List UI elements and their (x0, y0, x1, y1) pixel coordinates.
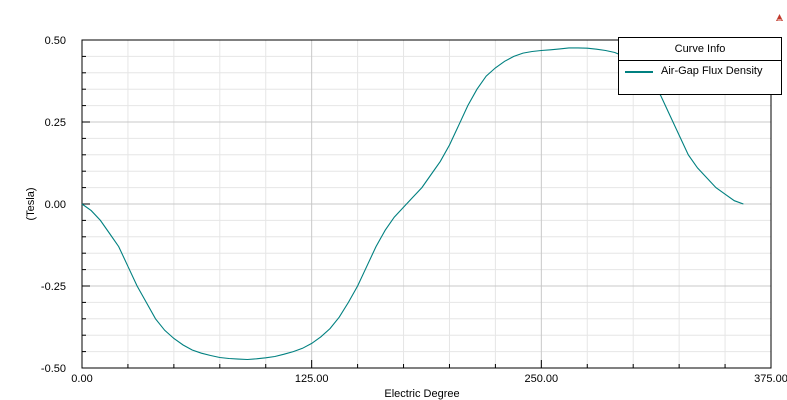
x-axis-title: Electric Degree (384, 388, 459, 400)
legend-title: Curve Info (674, 43, 726, 55)
y-tick-label: -0.50 (41, 363, 66, 375)
legend-divider (619, 60, 781, 61)
legend-entry-label: Air-Gap Flux Density (661, 65, 763, 77)
legend-box[interactable]: Curve Info Air-Gap Flux Density (618, 37, 782, 95)
report-icon[interactable] (775, 13, 784, 22)
tick-labels: 0.00 125.00 250.00 375.00 0.50 0.25 0.00 -0.25 -… (41, 35, 787, 385)
x-tick-label: 375.00 (754, 373, 787, 385)
y-axis-title: (Tesla) (25, 187, 37, 220)
x-tick-label: 250.00 (525, 373, 559, 385)
y-tick-label: 0.25 (45, 117, 66, 129)
y-tick-label: 0.00 (45, 199, 66, 211)
legend-swatch (625, 71, 653, 73)
y-tick-label: 0.50 (45, 35, 66, 47)
tick-marks (81, 39, 772, 369)
x-tick-label: 125.00 (295, 373, 329, 385)
y-tick-label: -0.25 (41, 281, 66, 293)
x-tick-label: 0.00 (71, 373, 92, 385)
